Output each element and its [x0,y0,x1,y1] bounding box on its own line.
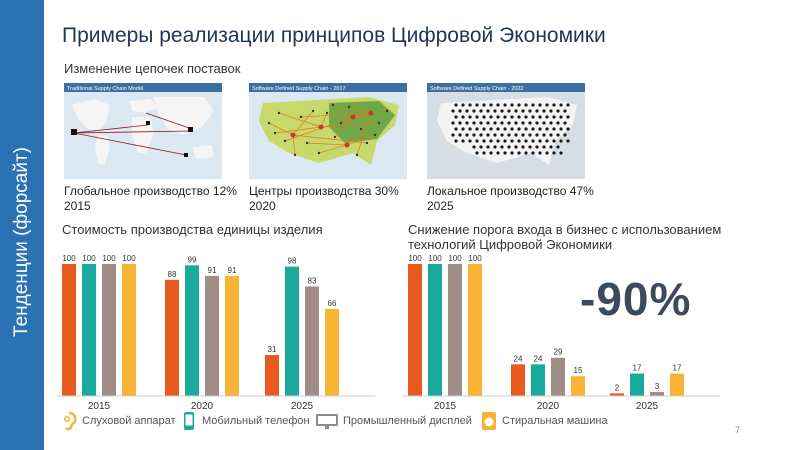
big-figure: -90% [580,273,692,325]
legend-label: Промышленный дисплей [343,415,472,427]
data-label: 100 [82,254,96,263]
bar [408,264,422,396]
bar [610,393,624,396]
data-label: 100 [62,254,76,263]
bar [468,264,482,396]
map-caption: Software Defined Supply Chain - 2017 [252,86,346,92]
data-label: 91 [228,266,237,275]
page-number: 7 [734,425,740,435]
data-label: 17 [673,364,682,373]
industrial-display-icon [315,411,339,431]
chart-cost: 100 100 100 100 2015 88 99 91 91 2020 31 98 83 66 2025 [57,254,375,412]
bar [185,265,199,396]
x-tick-label: 2020 [191,401,214,412]
x-tick-label: 2020 [537,401,560,412]
bar [325,308,339,396]
bar [265,355,279,396]
data-label: 98 [288,257,297,266]
bar [165,279,179,396]
section-subtitle: Изменение цепочек поставок [64,61,241,76]
map-caption: Software Defined Supply Chain - 2022 [430,86,524,92]
map-caption: Traditional Supply Chain Model [67,86,143,92]
bar [670,373,684,396]
data-label: 83 [308,276,317,285]
bar [428,264,442,396]
data-label: 15 [574,366,583,375]
x-tick-label: 2015 [434,401,457,412]
sidebar: Тенденции (форсайт) [0,0,44,450]
data-label: 100 [468,254,482,263]
legend-label: Мобильный телефон [202,415,310,427]
map-local-2025: Software Defined Supply Chain - 2022 [427,83,585,179]
x-tick-label: 2015 [88,401,111,412]
data-label: 100 [122,254,136,263]
map-centers-2020: Software Defined Supply Chain - 2017 [249,83,407,179]
data-label: 99 [188,255,197,264]
legend-item-washer: Стиральная машина [480,411,608,431]
hearing-aid-icon [60,411,78,431]
data-label: 24 [534,354,543,363]
data-label: 91 [208,266,217,275]
legend-item-display: Промышленный дисплей [315,411,472,431]
washing-machine-icon [480,411,498,431]
map-label-global: Глобальное производство 12% 2015 [64,184,237,213]
data-label: 2 [615,383,620,392]
data-label: 17 [633,364,642,373]
data-label: 66 [328,299,337,308]
legend-item-hearing: Слуховой аппарат [60,411,176,431]
mobile-phone-icon [180,411,198,431]
page-title: Примеры реализации принципов Цифровой Эк… [62,24,606,47]
map-label-centers: Центры производства 30% 2020 [249,184,399,213]
bar [82,264,96,396]
x-tick-label: 2025 [636,401,659,412]
legend: Слуховой аппарат Мобильный телефон Промы… [60,411,760,433]
data-label: 100 [102,254,116,263]
data-label: 100 [448,254,462,263]
map-global-2015: Traditional Supply Chain Model [64,83,222,179]
data-label: 31 [268,345,277,354]
chart-title-cost: Стоимость производства единицы изделия [62,222,323,237]
bar [630,373,644,396]
bar [571,376,585,396]
bar [305,286,319,396]
bar [102,264,116,396]
data-label: 100 [428,254,442,263]
data-label: 100 [408,254,422,263]
bar [531,364,545,396]
x-tick-label: 2025 [291,401,314,412]
legend-label: Слуховой аппарат [82,415,176,427]
data-label: 88 [168,270,177,279]
bar [448,264,462,396]
data-label: 3 [655,382,660,391]
bar [205,275,219,396]
bar [225,275,239,396]
legend-item-phone: Мобильный телефон [180,411,310,431]
bar [122,264,136,396]
bar [511,364,525,396]
bar [551,357,565,396]
map-label-local: Локальное производство 47% 2025 [427,184,594,213]
bar [285,266,299,396]
data-label: 29 [554,348,563,357]
chart-title-entry: Снижение порога входа в бизнес с использ… [408,222,722,252]
chart-entry: 100 100 100 100 2015 24 24 29 15 2020 2 17 3 17 2025 [402,254,720,412]
data-label: 24 [514,354,523,363]
legend-label: Стиральная машина [502,415,608,427]
sidebar-label: Тенденции (форсайт) [11,147,32,337]
bar [650,392,664,396]
bar [62,264,76,396]
